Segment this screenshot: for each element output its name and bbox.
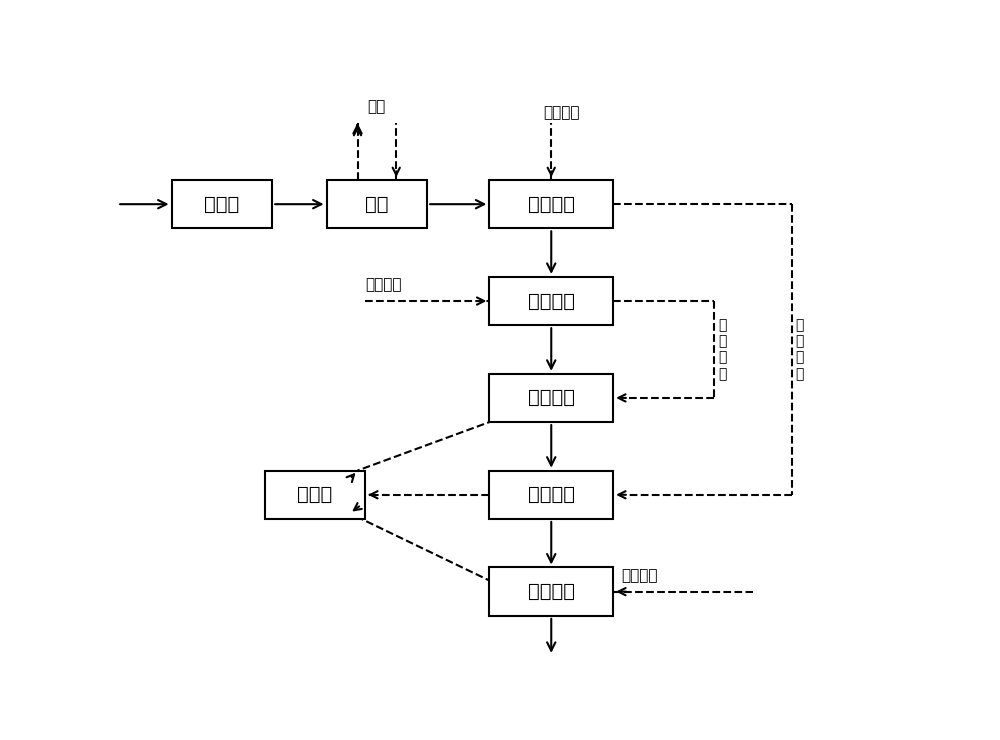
Text: 一次蒸汽: 一次蒸汽 <box>621 568 658 583</box>
Bar <box>172 180 272 229</box>
Text: 一级蒸发: 一级蒸发 <box>528 195 575 214</box>
Bar <box>264 471 365 519</box>
Text: 二
次
蒸
汽: 二 次 蒸 汽 <box>795 318 804 381</box>
Bar <box>489 277 613 326</box>
Text: 四级蒸发: 四级蒸发 <box>528 485 575 504</box>
Text: 二
次
蒸
汽: 二 次 蒸 汽 <box>718 318 726 381</box>
Bar <box>489 471 613 519</box>
Text: 三级蒸发: 三级蒸发 <box>528 388 575 408</box>
Bar <box>489 374 613 422</box>
Text: 一次蒸汽: 一次蒸汽 <box>544 105 580 120</box>
Bar <box>489 180 613 229</box>
Text: 五级蒸发: 五级蒸发 <box>528 582 575 601</box>
Text: 预处理: 预处理 <box>204 195 240 214</box>
Bar <box>489 568 613 616</box>
Bar <box>326 180 427 229</box>
Text: 一次蒸汽: 一次蒸汽 <box>365 278 402 292</box>
Text: 二级蒸发: 二级蒸发 <box>528 292 575 311</box>
Text: 热水: 热水 <box>368 99 386 115</box>
Text: 抽真空: 抽真空 <box>297 485 332 504</box>
Text: 预热: 预热 <box>365 195 389 214</box>
